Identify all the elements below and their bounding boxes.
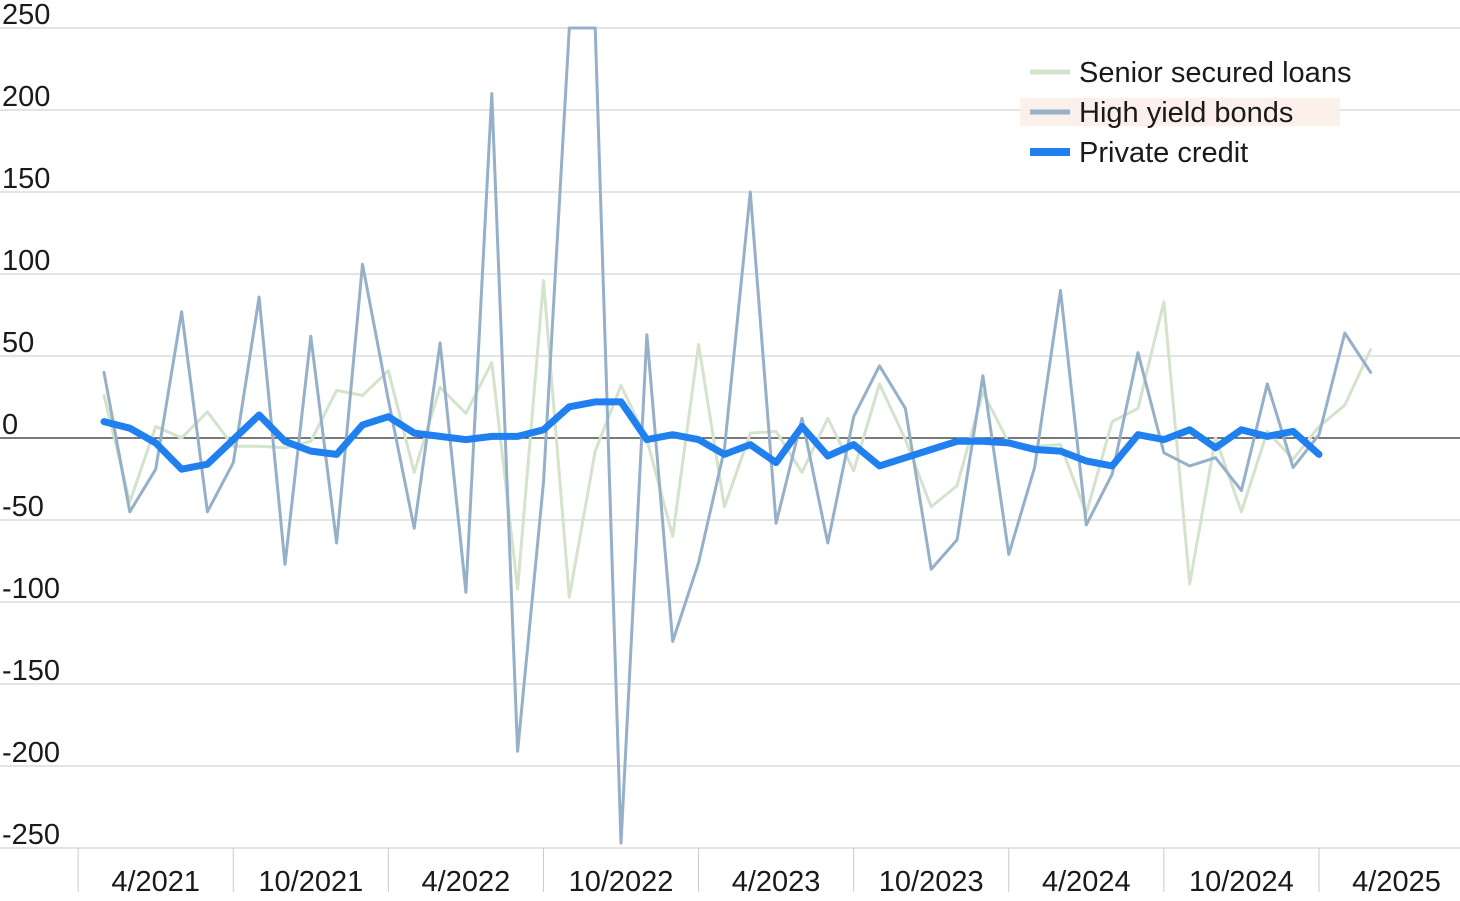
series-lines: [100, 26, 1373, 845]
y-axis-tick-labels: 250 200 150 100 50 0 -50 -100 -150 -200 -250: [2, 0, 60, 851]
legend: Senior secured loans High yield bonds Priv…: [1020, 57, 1351, 169]
x-tick-label: 4/2022: [422, 866, 511, 898]
x-tick-label: 10/2024: [1189, 866, 1294, 898]
y-tick-label: -50: [2, 491, 44, 523]
y-tick-label: 100: [2, 245, 50, 277]
legend-label: High yield bonds: [1079, 97, 1293, 129]
legend-label: Senior secured loans: [1079, 57, 1351, 89]
y-tick-label: -150: [2, 655, 60, 687]
y-tick-label: -100: [2, 573, 60, 605]
x-tick-label: 4/2021: [111, 866, 200, 898]
x-tick-label: 4/2024: [1042, 866, 1131, 898]
series-line-private-credit: [100, 398, 1323, 473]
x-tick-label: 10/2023: [879, 866, 984, 898]
y-tick-label: 200: [2, 81, 50, 113]
x-tick-label: 10/2021: [258, 866, 363, 898]
x-axis-tick-labels: 4/2021 10/2021 4/2022 10/2022 4/2023 10/2023 4…: [77, 848, 1441, 898]
series-line-senior-secured-loans: [102, 279, 1373, 599]
x-tick-label: 4/2025: [1352, 866, 1441, 898]
x-tick-label: 10/2022: [569, 866, 674, 898]
gridlines: [0, 27, 1460, 849]
y-tick-label: 250: [2, 0, 50, 31]
legend-label: Private credit: [1079, 137, 1248, 169]
x-tick-label: 4/2023: [732, 866, 821, 898]
y-tick-label: -250: [2, 819, 60, 851]
legend-highlight: [1020, 98, 1340, 126]
y-tick-label: 150: [2, 163, 50, 195]
y-tick-label: -200: [2, 737, 60, 769]
y-tick-label: 50: [2, 327, 34, 359]
y-tick-label: 0: [2, 409, 18, 441]
